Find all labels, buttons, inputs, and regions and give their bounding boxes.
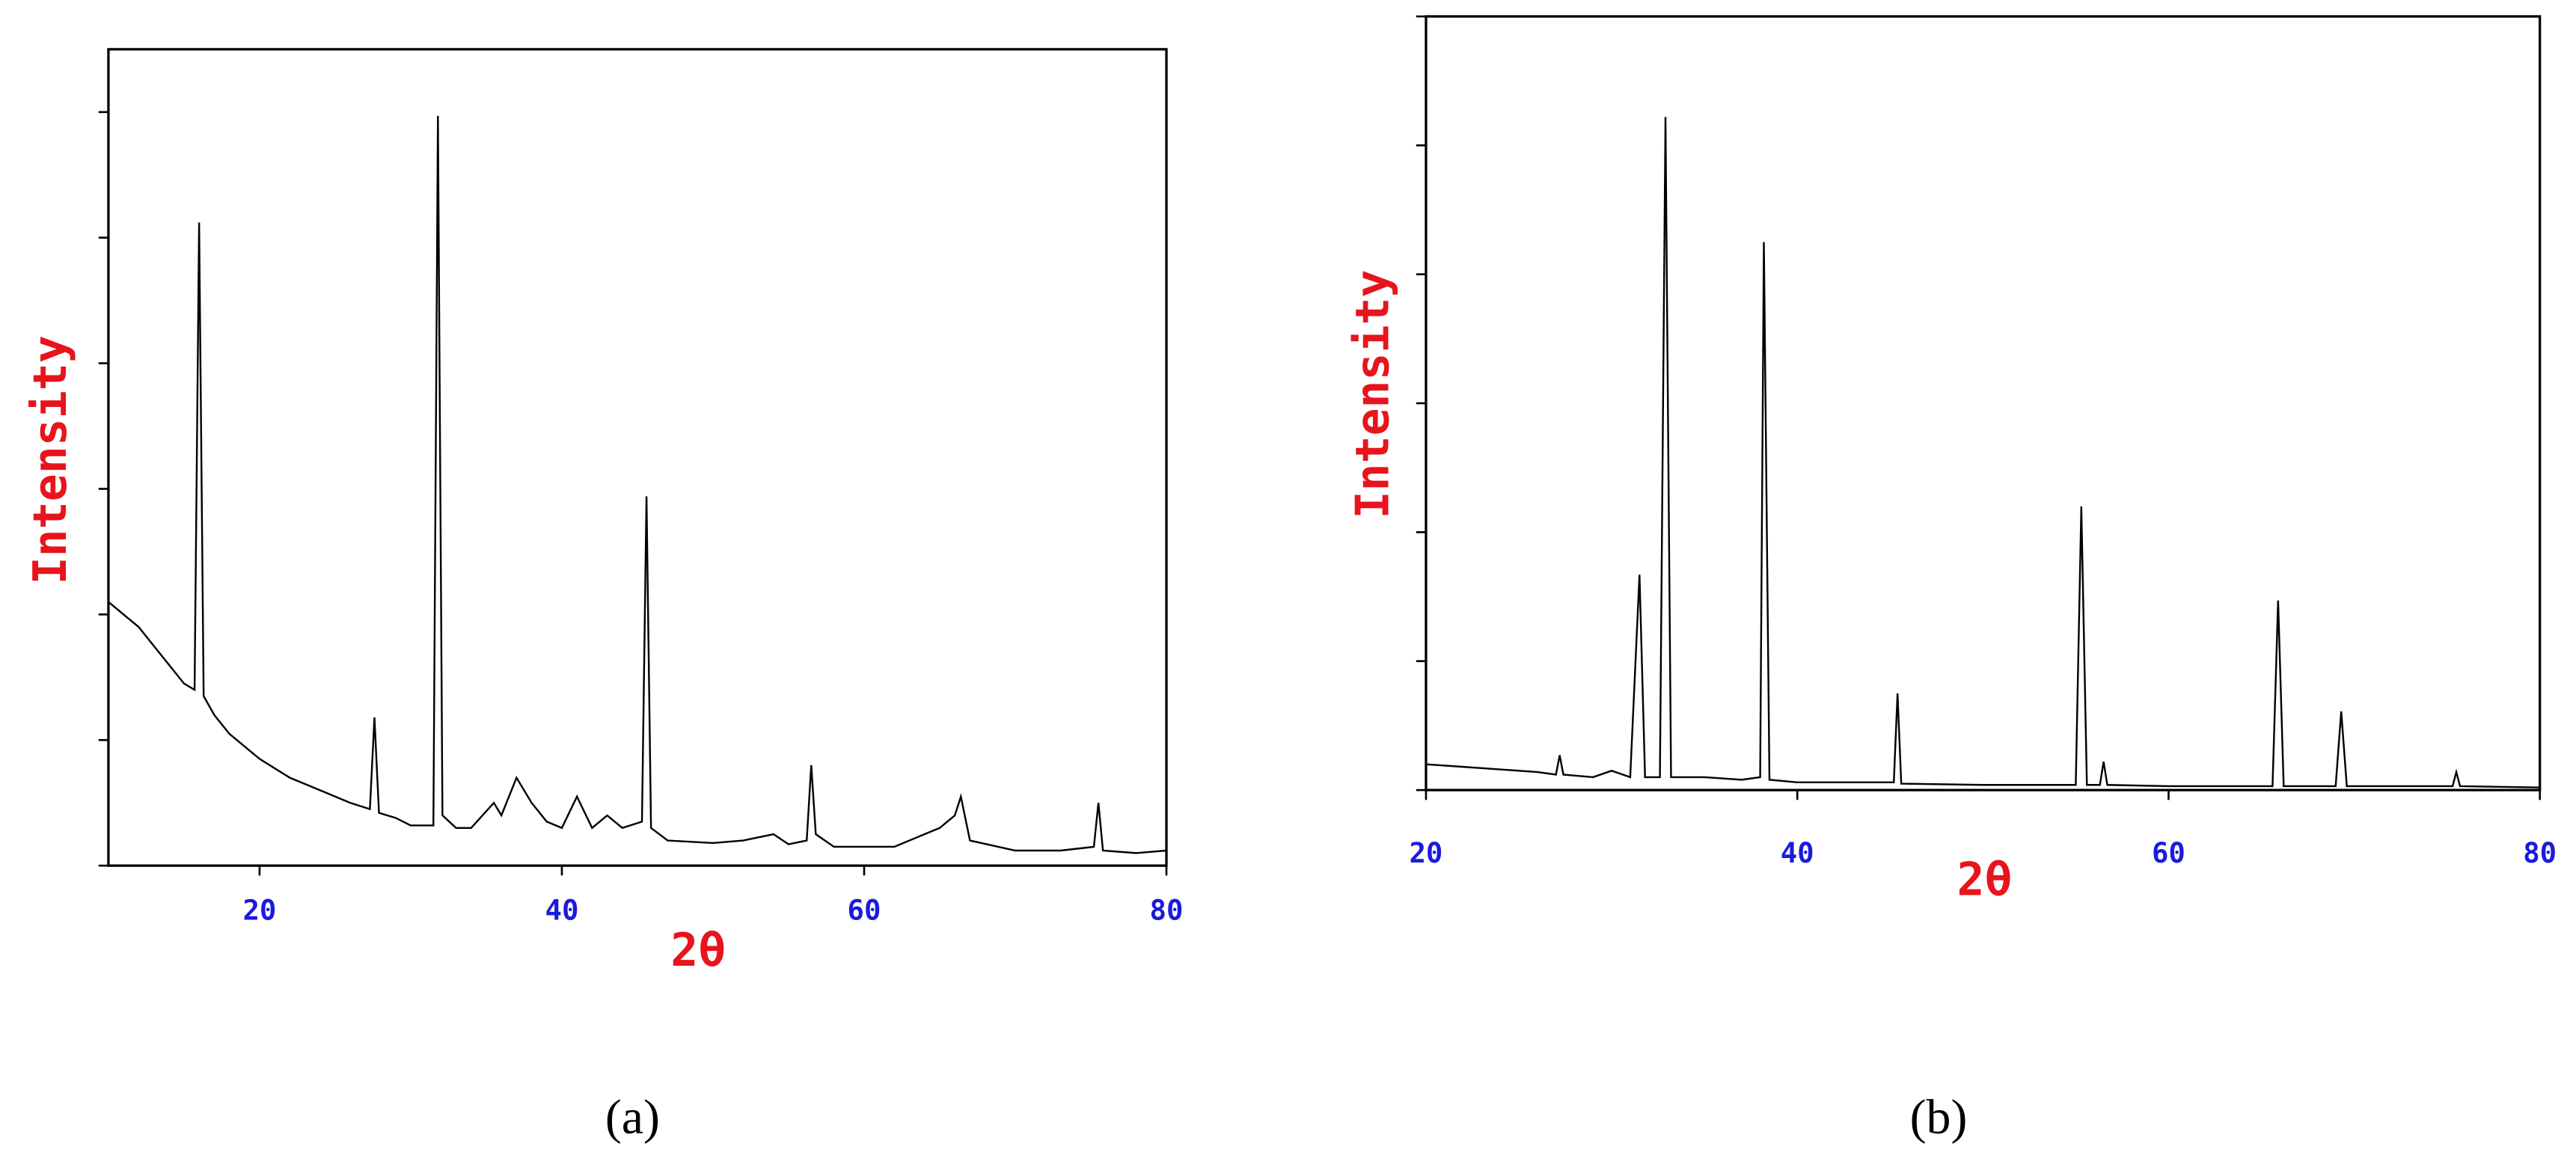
x-axis-title: 2θ [1957, 854, 2013, 907]
x-tick-label: 60 [848, 894, 881, 927]
x-tick-label: 20 [242, 894, 276, 927]
x-tick-label: 80 [1150, 894, 1184, 927]
data-line [108, 115, 1167, 854]
x-tick-label: 40 [1781, 836, 1814, 869]
plot-frame [1425, 15, 2542, 791]
plot-frame [107, 48, 1168, 867]
y-axis-title: Intensity [1346, 269, 1399, 518]
caption: (b) [1910, 1090, 1968, 1145]
data-line [1425, 117, 2540, 788]
x-tick-label: 20 [1409, 836, 1443, 869]
x-tick-label: 80 [2523, 836, 2557, 869]
x-tick-label: 60 [2152, 836, 2185, 869]
x-axis-title: 2θ [670, 924, 726, 977]
x-tick-label: 40 [545, 894, 578, 927]
caption: (a) [605, 1090, 660, 1145]
y-axis-title: Intensity [24, 335, 77, 584]
